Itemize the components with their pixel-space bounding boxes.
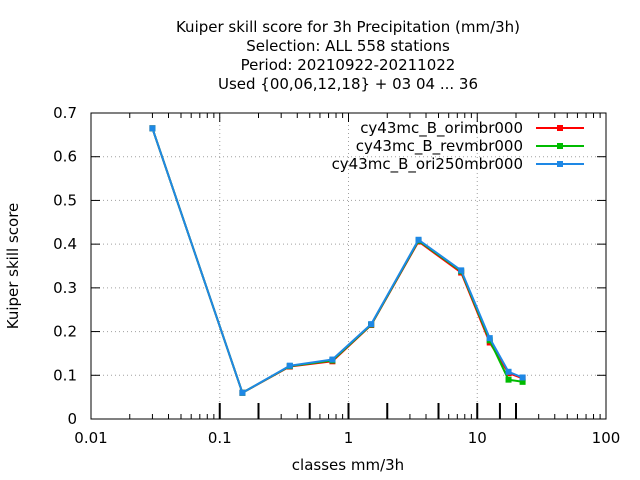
data-series xyxy=(149,125,526,396)
x-axis-label: classes mm/3h xyxy=(292,456,404,474)
x-tick-label: 1 xyxy=(344,429,354,447)
y-tick-label: 0.1 xyxy=(53,366,77,384)
chart-title: Kuiper skill score for 3h Precipitation … xyxy=(176,18,520,93)
data-point xyxy=(239,389,246,396)
legend: cy43mc_B_orimbr000cy43mc_B_revmbr000cy43… xyxy=(332,119,584,174)
legend-marker xyxy=(557,143,563,149)
legend-marker xyxy=(557,125,563,131)
legend-label: cy43mc_B_orimbr000 xyxy=(360,119,523,138)
y-tick-label: 0.2 xyxy=(53,323,77,341)
title-line-1: Kuiper skill score for 3h Precipitation … xyxy=(176,18,520,36)
data-point xyxy=(519,374,526,381)
data-point xyxy=(329,356,336,363)
data-point xyxy=(486,335,493,342)
y-tick-label: 0.6 xyxy=(53,148,77,166)
data-point xyxy=(368,321,375,328)
x-tick-label: 100 xyxy=(592,429,621,447)
series-line xyxy=(151,127,523,394)
x-tick-label: 10 xyxy=(468,429,487,447)
y-tick-label: 0.4 xyxy=(53,235,77,253)
data-point xyxy=(519,378,526,385)
title-line-4: Used {00,06,12,18} + 03 04 ... 36 xyxy=(218,75,478,93)
x-tick-label: 0.1 xyxy=(208,429,232,447)
y-tick-label: 0.3 xyxy=(53,279,77,297)
data-point xyxy=(149,125,156,132)
title-line-2: Selection: ALL 558 stations xyxy=(246,37,450,55)
y-axis-label: Kuiper skill score xyxy=(4,203,22,330)
y-axis-ticks: 0 0.1 0.2 0.3 0.4 0.5 0.6 0.7 xyxy=(53,104,606,428)
x-axis-ticks: 0.01 0.1 1 10 100 xyxy=(74,113,620,447)
grid-lines xyxy=(91,113,606,419)
legend-label: cy43mc_B_ori250mbr000 xyxy=(332,155,523,174)
x-tick-label: 0.01 xyxy=(74,429,107,447)
y-tick-label: 0.5 xyxy=(53,191,77,209)
data-point xyxy=(286,362,293,369)
data-point xyxy=(505,376,512,383)
title-line-3: Period: 20210922-20211022 xyxy=(241,56,456,74)
series-3 xyxy=(149,125,526,396)
data-point xyxy=(415,236,422,243)
data-point xyxy=(505,368,512,375)
y-tick-label: 0 xyxy=(67,410,77,428)
y-tick-label: 0.7 xyxy=(53,104,77,122)
legend-marker xyxy=(557,161,563,167)
legend-label: cy43mc_B_revmbr000 xyxy=(356,137,523,156)
data-point xyxy=(458,267,465,274)
